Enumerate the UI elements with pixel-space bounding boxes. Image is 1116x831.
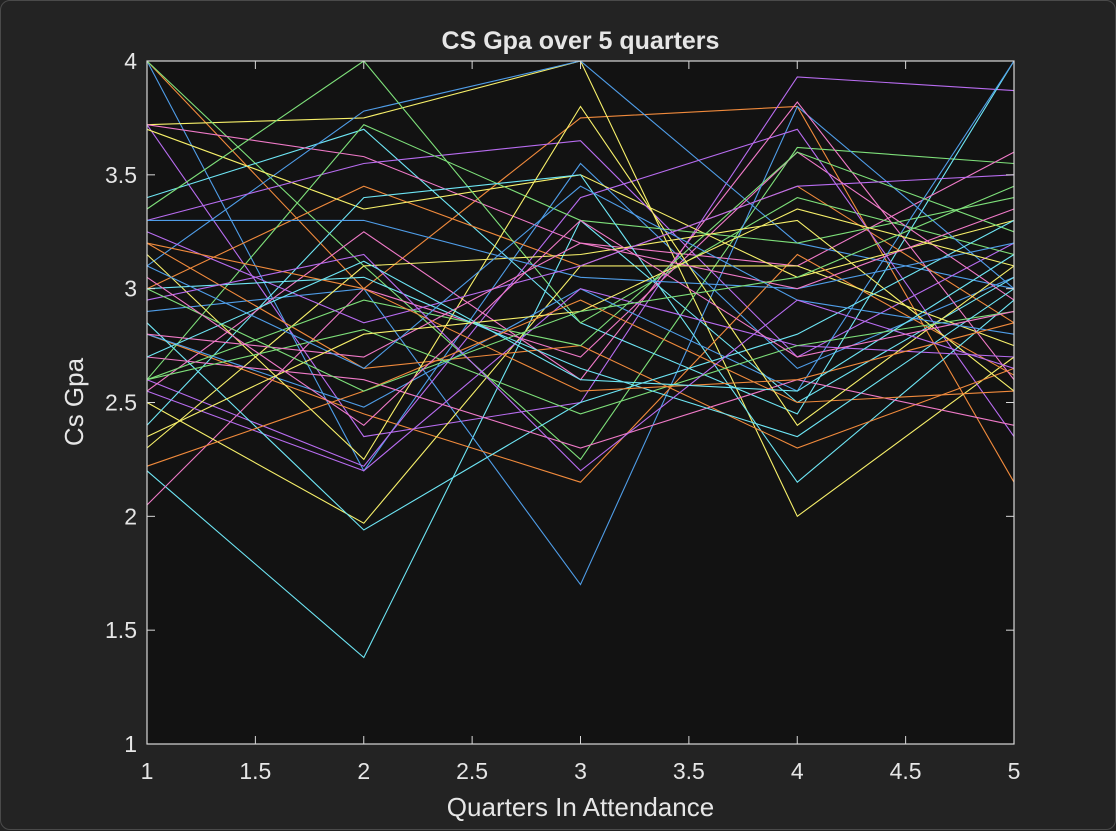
series-line-29 [147,219,1015,290]
series-line-35 [146,208,1015,358]
y-tick-label: 2.5 [105,390,137,416]
series-line-40 [146,185,1015,392]
series-line-18 [146,128,1015,467]
series-line-41 [146,254,1015,392]
series-line-42 [146,219,1015,427]
x-tick-label: 5 [1008,758,1021,784]
series-line-33 [146,310,1015,415]
y-tick-label: 1 [124,731,137,757]
series-line-39 [146,253,1015,472]
series-line-32 [146,174,1015,324]
y-tick-label: 3 [124,276,137,302]
series-line-16 [146,253,1015,483]
x-tick-label: 1.5 [239,758,271,784]
y-axis-label: Cs Gpa [59,357,89,446]
series-line-34 [146,276,1015,438]
x-tick-label: 2.5 [456,758,488,784]
y-tick-label: 3.5 [105,162,137,188]
series-line-30 [146,299,1015,467]
tick-layer: 1 1.5 2 2.5 3 3.5 4 4.5 5 1 1.5 2 2.5 3 3.5 4 [105,48,1020,784]
series-line-28 [146,356,1015,449]
series-line-15 [146,105,1015,586]
x-axis-label: Quarters In Attendance [447,792,714,822]
series-line-12 [146,60,1015,324]
series-line-14 [146,151,1015,506]
series-line-25 [146,288,1015,472]
series-line-36 [146,185,1015,370]
series-line-26 [146,151,1015,381]
chart-title: CS Gpa over 5 quarters [442,27,720,55]
series-line-31 [146,105,1015,461]
x-tick-label: 3.5 [673,758,705,784]
x-tick-label: 1 [141,758,154,784]
x-tick-label: 2 [357,758,370,784]
series-line-5 [146,60,1015,461]
y-tick-label: 4 [124,48,137,74]
series-line-27 [146,219,1015,531]
x-tick-label: 3 [574,758,587,784]
x-tick-label: 4.5 [890,758,922,784]
x-tick-label: 4 [791,758,804,784]
series-line-11 [146,140,1015,358]
series-line-37 [146,242,1015,392]
y-tick-label: 2 [124,503,137,529]
series-layer [146,60,1015,659]
y-tick-label: 1.5 [105,617,137,643]
